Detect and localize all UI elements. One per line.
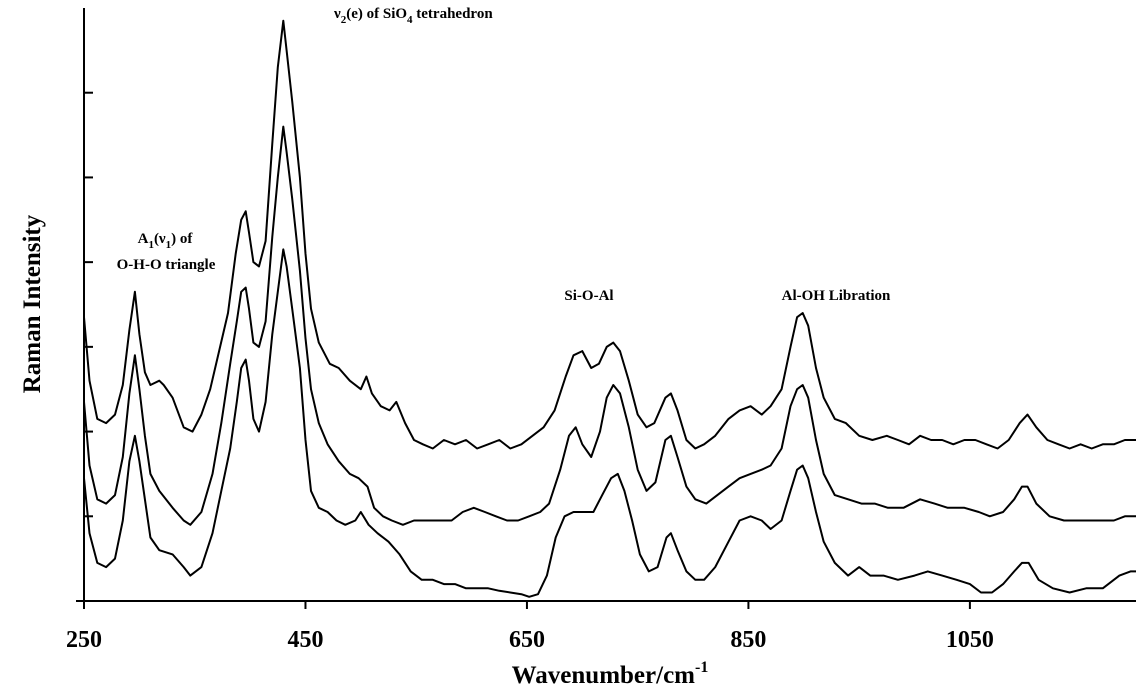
spectra-group — [83, 19, 1136, 598]
spectrum-line-3 — [83, 248, 1136, 598]
annotation-si-o-al: Si-O-Al — [564, 288, 613, 304]
x-axis-tick-labels: 250 450 650 850 1050 — [66, 627, 994, 653]
x-tick-label: 850 — [730, 627, 766, 653]
annotation-oho-line2: O-H-O triangle — [117, 257, 216, 273]
x-tick-label: 650 — [509, 627, 545, 653]
annotation-oho-line1: A1(ν1) of — [138, 231, 194, 251]
x-axis-ticks — [83, 601, 971, 609]
spectrum-line-2 — [83, 125, 1136, 526]
x-tick-label: 250 — [66, 627, 102, 653]
annotation-al-oh-libration: Al-OH Libration — [782, 288, 891, 304]
x-tick-label: 450 — [287, 627, 323, 653]
x-axis-title: Wavenumber/cm-1 — [512, 659, 709, 689]
y-axis-title: Raman Intensity — [19, 214, 46, 393]
x-tick-label: 1050 — [946, 627, 994, 653]
spectrum-line-1 — [83, 19, 1136, 450]
annotation-sio4: ν2(e) of SiO4 tetrahedron — [333, 6, 493, 26]
